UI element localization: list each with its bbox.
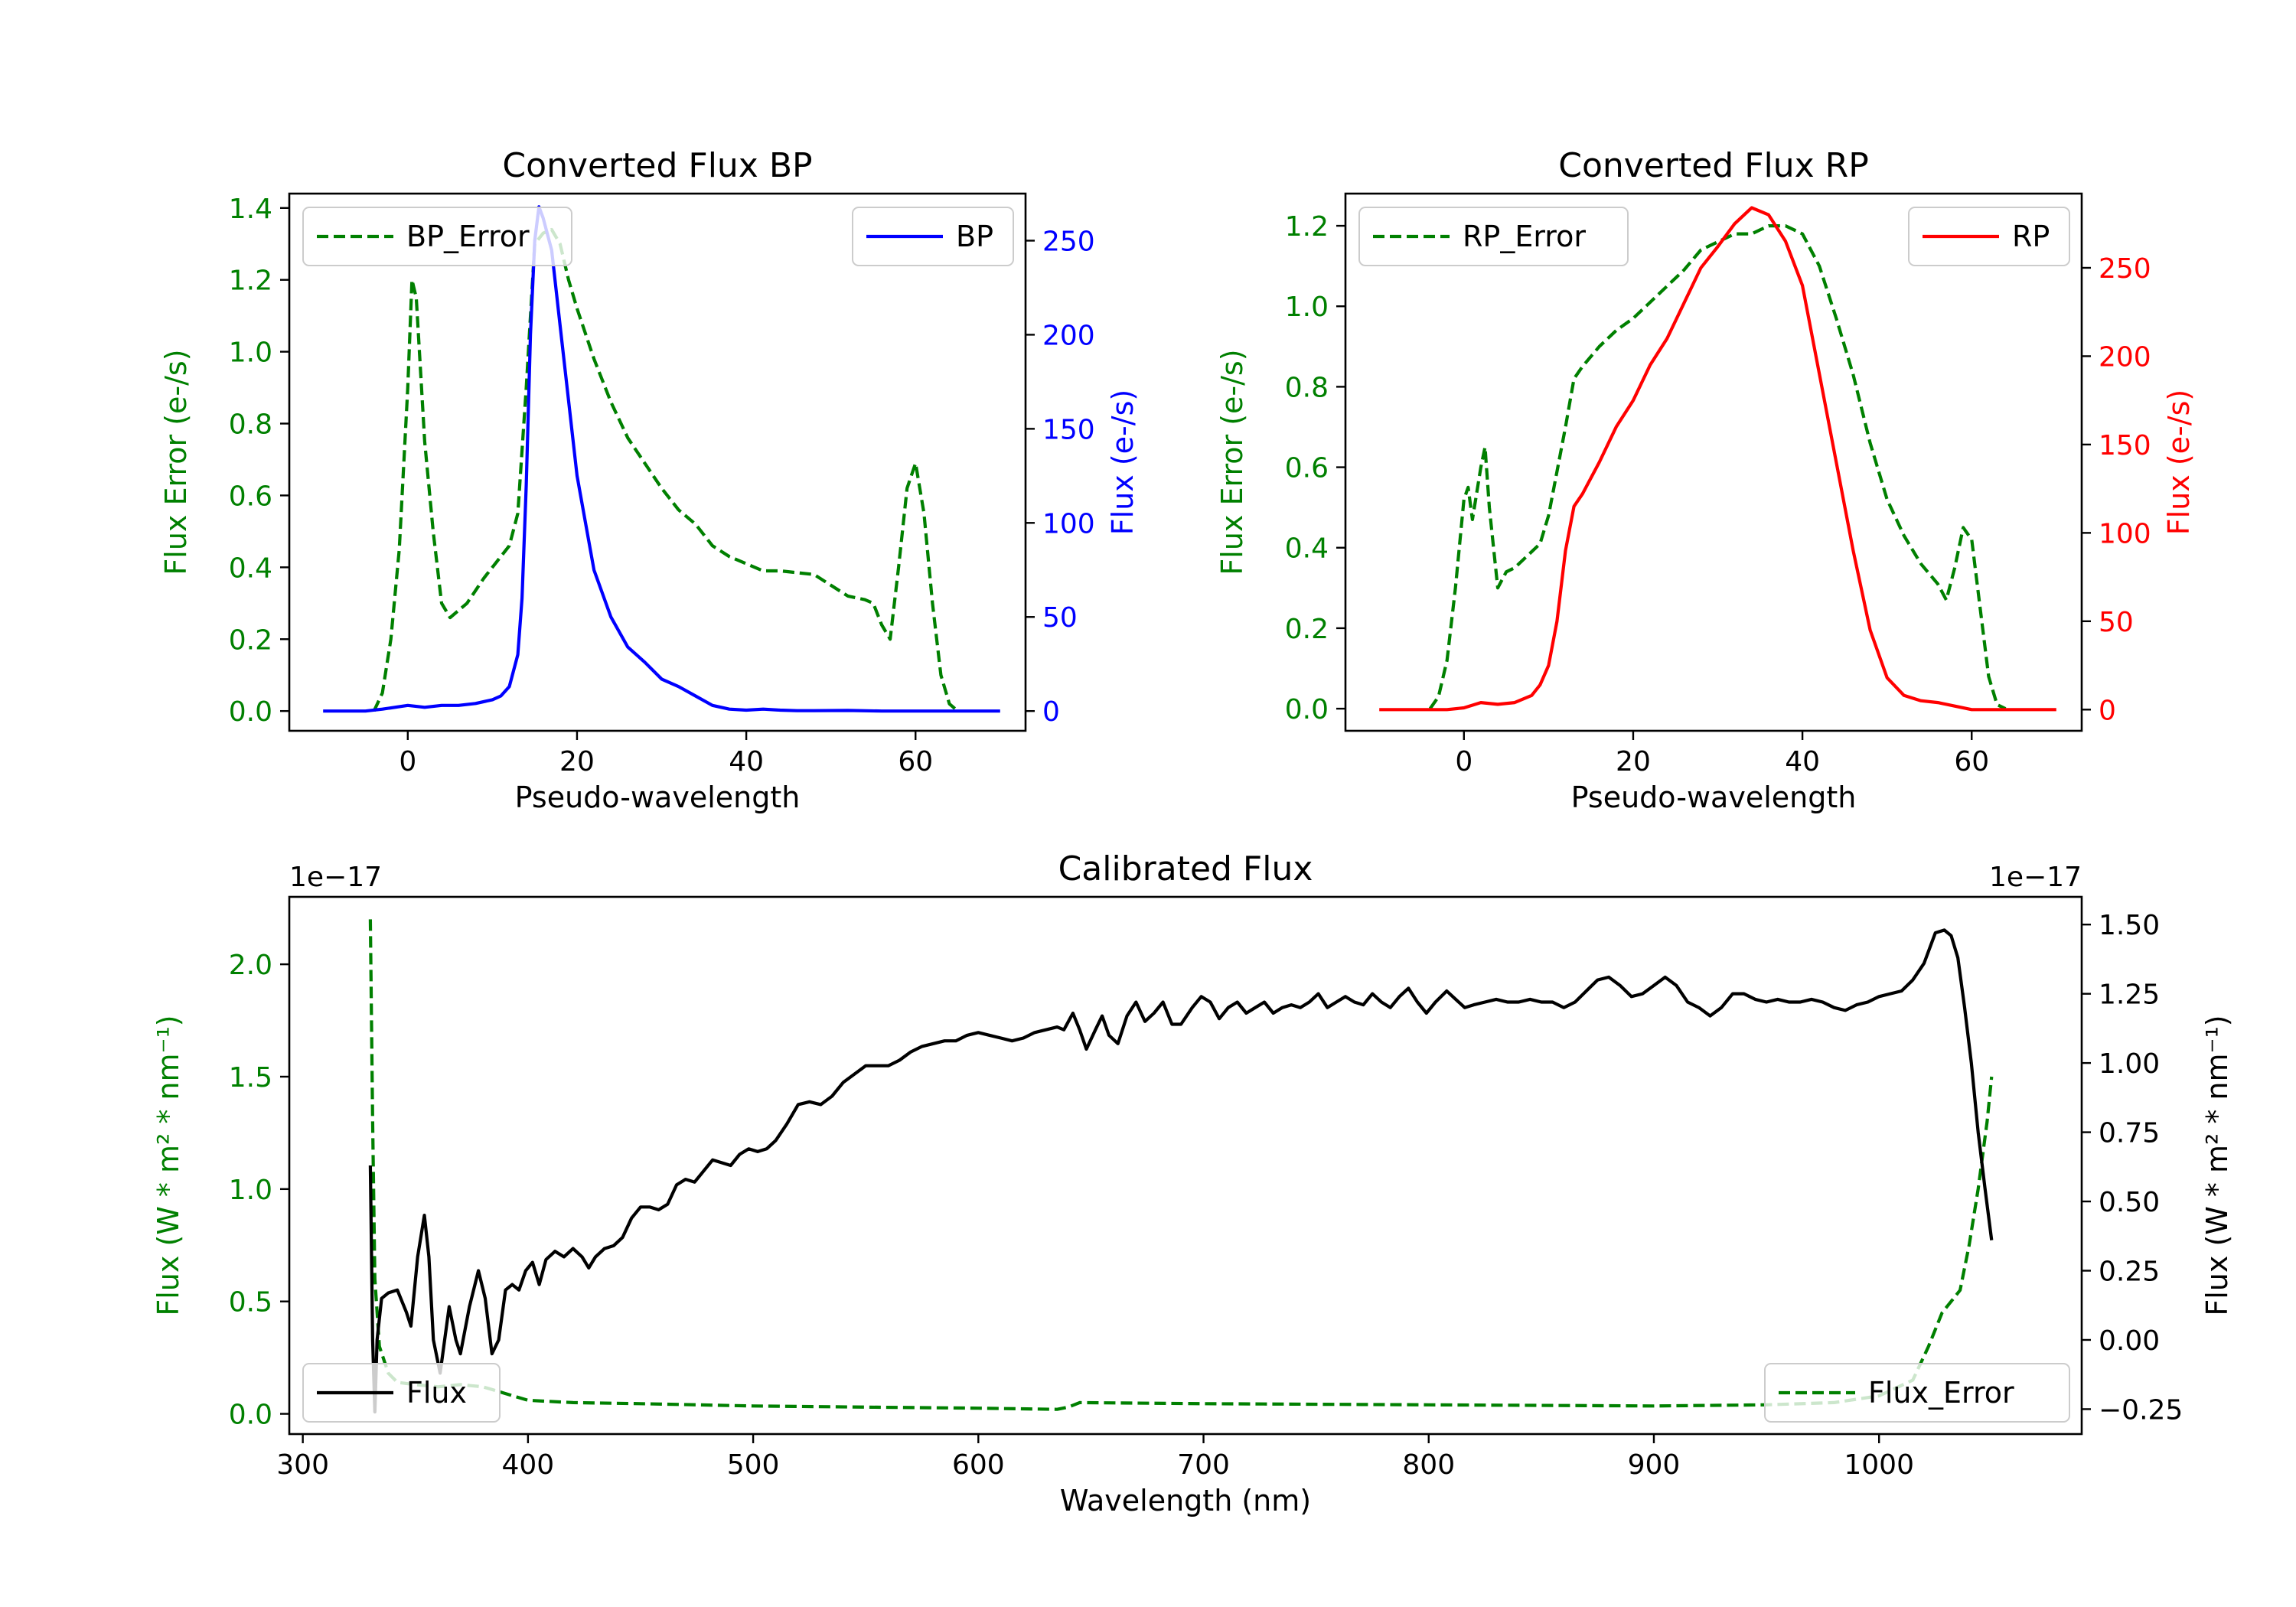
y-right-tick-label: 1.50 xyxy=(2099,910,2160,941)
y-right-tick-label: 50 xyxy=(2099,607,2134,638)
x-tick-label: 40 xyxy=(1785,746,1820,777)
y-right-tick-label: 0.00 xyxy=(2099,1325,2160,1357)
y-left-axis-label: Flux Error (e-/s) xyxy=(1215,349,1249,575)
legend-label: RP xyxy=(2012,220,2050,253)
y-right-tick-label: 0.75 xyxy=(2099,1118,2160,1149)
legend-box xyxy=(302,207,572,266)
y-right-offset-label: 1e−17 xyxy=(1989,862,2082,893)
legend-left: RP_Error xyxy=(1358,207,1629,266)
legend-right: Flux_Error xyxy=(1764,1363,2070,1423)
legend-left: Flux xyxy=(302,1363,501,1423)
x-tick-label: 600 xyxy=(952,1449,1005,1481)
panel-bp: 0 20 40 60 0.0 0.2 0.4 0.6 0.8 1.0 1.2 1.4 0 50 100 150… xyxy=(159,146,1140,814)
axes-frame xyxy=(288,192,1027,732)
y-right-tick-label: 250 xyxy=(1042,226,1095,257)
y-right-tick-label: 150 xyxy=(1042,414,1095,445)
chart-title: Converted Flux RP xyxy=(1558,146,1869,185)
series-line-bp-error xyxy=(372,227,959,712)
x-tick-label: 700 xyxy=(1177,1449,1230,1481)
legend-right: RP xyxy=(1908,207,2070,266)
legend-box xyxy=(1358,207,1629,266)
legend-label: BP_Error xyxy=(406,220,530,253)
y-left-tick-label: 0.4 xyxy=(1285,533,1329,565)
legend-right: BP xyxy=(852,207,1014,266)
y-right-tick-label: 1.00 xyxy=(2099,1048,2160,1080)
y-right-tick-label: 0 xyxy=(1042,696,1060,728)
y-right-axis-label: Flux (W * m² * nm⁻¹) xyxy=(2200,1015,2234,1315)
legend-label: Flux_Error xyxy=(1868,1376,2014,1410)
y-left-tick-label: 0.8 xyxy=(229,409,272,441)
y-right-tick-label: 0.25 xyxy=(2099,1257,2160,1288)
y-right-tick-label: 100 xyxy=(1042,508,1095,539)
y-right-tick-label: −0.25 xyxy=(2099,1394,2183,1426)
x-axis-label: Pseudo-wavelength xyxy=(515,781,801,814)
x-tick-label: 800 xyxy=(1402,1449,1455,1481)
axes-frame xyxy=(1344,192,2083,732)
x-axis-label: Wavelength (nm) xyxy=(1060,1484,1311,1517)
chart-title: Calibrated Flux xyxy=(1058,849,1313,888)
axes-frame xyxy=(288,895,2083,1436)
y-right-tick-label: 50 xyxy=(1042,602,1078,634)
legend-box xyxy=(302,1363,501,1423)
x-tick-label: 0 xyxy=(399,746,416,777)
y-left-tick-label: 0.8 xyxy=(1285,372,1329,403)
x-tick-label: 20 xyxy=(559,746,595,777)
y-left-tick-label: 1.0 xyxy=(1285,292,1329,323)
series-line-bp xyxy=(323,205,1000,713)
y-left-tick-label: 1.0 xyxy=(229,1175,272,1206)
y-right-tick-label: 1.25 xyxy=(2099,980,2160,1011)
y-left-axis-label: Flux (W * m² * nm⁻¹) xyxy=(152,1015,185,1315)
y-left-tick-label: 1.2 xyxy=(1285,211,1329,243)
y-right-tick-label: 200 xyxy=(2099,341,2151,373)
y-right-axis-label: Flux (e-/s) xyxy=(1106,390,1140,535)
series-line-flux xyxy=(368,928,1994,1414)
y-left-tick-label: 0.2 xyxy=(1285,614,1329,645)
series-line-flux-error xyxy=(368,919,1994,1411)
y-left-offset-label: 1e−17 xyxy=(289,862,382,893)
y-right-tick-label: 200 xyxy=(1042,320,1095,351)
y-right-tick-label: 250 xyxy=(2099,253,2151,285)
y-left-tick-label: 1.4 xyxy=(229,194,272,225)
x-tick-label: 60 xyxy=(898,746,933,777)
legend-left: BP_Error xyxy=(302,207,572,266)
x-tick-label: 1000 xyxy=(1844,1449,1914,1481)
y-left-tick-label: 1.5 xyxy=(229,1062,272,1094)
panel-rp: 0 20 40 60 0.0 0.2 0.4 0.6 0.8 1.0 1.2 0 50 100 150 200… xyxy=(1215,146,2196,814)
x-tick-label: 900 xyxy=(1628,1449,1681,1481)
x-tick-label: 500 xyxy=(727,1449,780,1481)
chart-title: Converted Flux BP xyxy=(502,146,812,185)
y-left-tick-label: 0.0 xyxy=(229,696,272,728)
y-left-tick-label: 0.4 xyxy=(229,553,272,584)
series-line-rp xyxy=(1379,206,2056,712)
y-left-tick-label: 0.6 xyxy=(1285,453,1329,484)
y-right-axis-label: Flux (e-/s) xyxy=(2162,390,2196,535)
legend-label: RP_Error xyxy=(1463,220,1586,253)
x-tick-label: 400 xyxy=(502,1449,555,1481)
x-tick-label: 40 xyxy=(729,746,764,777)
y-left-axis-label: Flux Error (e-/s) xyxy=(159,349,193,575)
y-right-tick-label: 0 xyxy=(2099,695,2116,726)
y-left-tick-label: 0.6 xyxy=(229,481,272,512)
y-right-tick-label: 150 xyxy=(2099,430,2151,461)
x-tick-label: 60 xyxy=(1954,746,1989,777)
y-right-tick-label: 100 xyxy=(2099,518,2151,549)
x-tick-label: 300 xyxy=(276,1449,329,1481)
legend-box xyxy=(1764,1363,2070,1423)
y-left-tick-label: 2.0 xyxy=(229,950,272,981)
y-left-tick-label: 1.2 xyxy=(229,266,272,297)
legend-label: BP xyxy=(956,220,993,253)
legend-label: Flux xyxy=(406,1376,467,1410)
panel-calibrated: 300 400 500 600 700 800 900 1000 0.0 0.5 1.0 1.5 2.0… xyxy=(152,849,2234,1517)
y-left-tick-label: 0.5 xyxy=(229,1287,272,1319)
y-left-tick-label: 1.0 xyxy=(229,337,272,369)
y-left-tick-label: 0.0 xyxy=(1285,694,1329,725)
x-tick-label: 20 xyxy=(1616,746,1651,777)
y-left-tick-label: 0.0 xyxy=(229,1400,272,1431)
x-tick-label: 0 xyxy=(1455,746,1473,777)
y-right-tick-label: 0.50 xyxy=(2099,1187,2160,1218)
y-left-tick-label: 0.2 xyxy=(229,624,272,656)
x-axis-label: Pseudo-wavelength xyxy=(1571,781,1857,814)
series-line-rp-error xyxy=(1428,224,2007,710)
